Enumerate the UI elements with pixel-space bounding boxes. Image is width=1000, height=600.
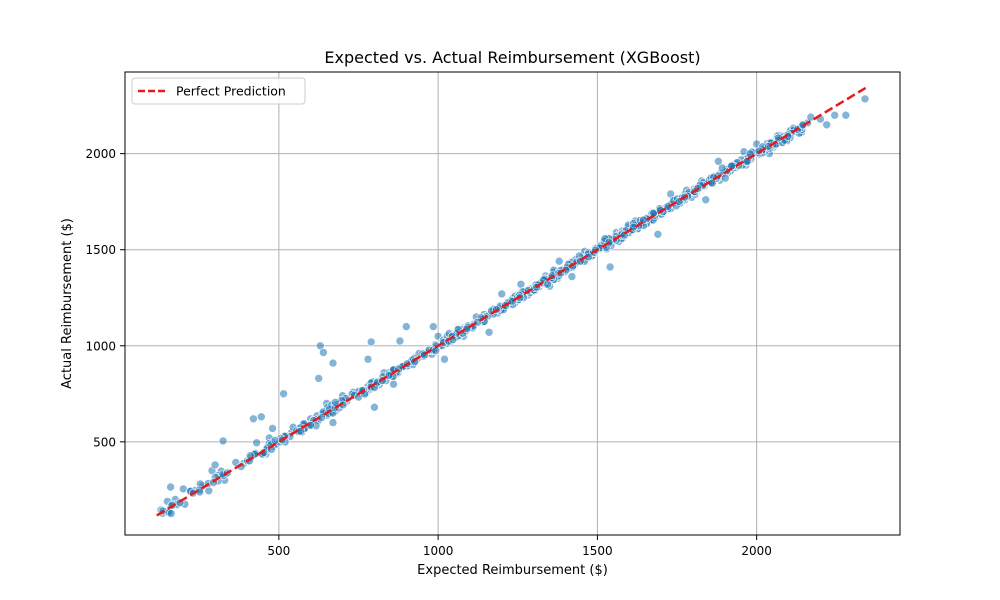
scatter-point [389, 379, 398, 389]
y-tick-label: 1500 [85, 243, 116, 257]
scatter-point [497, 289, 507, 299]
scatter-point [663, 202, 673, 211]
perfect-prediction-line [156, 86, 867, 517]
y-axis-label: Actual Reimbursement ($) [60, 218, 75, 389]
x-tick-label: 2000 [741, 544, 772, 558]
plot-frame [124, 71, 901, 536]
x-tick-label: 1500 [582, 544, 613, 558]
legend-label: Perfect Prediction [176, 84, 286, 99]
scatter-point [279, 389, 288, 399]
scatter-point [328, 358, 338, 368]
reference-line-layer [156, 86, 867, 517]
y-tick-label: 2000 [85, 147, 116, 161]
scatter-point [484, 327, 494, 337]
scatter-point [830, 110, 840, 120]
scatter-point [860, 94, 870, 104]
scatter-point [166, 482, 175, 492]
scatter-point [363, 354, 373, 364]
scatter-point [166, 509, 176, 518]
legend-box [131, 77, 306, 105]
scatter-point [605, 262, 615, 272]
scatter-point [554, 256, 564, 266]
scatter-point [717, 163, 727, 173]
scatter-point [806, 112, 816, 122]
scatter-point [370, 402, 379, 412]
scatter-point [328, 418, 338, 427]
scatter-point [249, 414, 258, 424]
y-tick-label: 500 [93, 435, 116, 449]
x-axis: 500 1000 1500 2000 [267, 535, 772, 558]
scatter-point [701, 195, 711, 205]
scatter-point [252, 438, 261, 448]
scatter-point [314, 374, 324, 383]
scatter-point [428, 322, 438, 331]
scatter-point [319, 348, 328, 357]
scatter-point [256, 412, 266, 422]
scatter-point [440, 354, 449, 364]
scatter-point [516, 279, 526, 289]
scatter-point [218, 436, 228, 446]
chart-title: Expected vs. Actual Reimbursement (XGBoo… [324, 48, 700, 67]
scatter-point [268, 424, 277, 433]
scatter-point [822, 120, 832, 130]
legend: Perfect Prediction [131, 77, 306, 105]
scatter-point [567, 272, 577, 281]
scatter-point [714, 157, 723, 166]
scatter-point [210, 460, 220, 470]
x-tick-label: 1000 [423, 544, 454, 558]
x-tick-label: 500 [267, 544, 290, 558]
scatter-point [653, 230, 663, 239]
x-axis-label: Expected Reimbursement ($) [417, 563, 608, 578]
scatter-point [401, 322, 411, 331]
y-tick-label: 1000 [85, 339, 116, 353]
scatter-point [204, 486, 214, 496]
y-axis: 500 1000 1500 2000 [85, 147, 125, 449]
scatter-point [395, 336, 405, 346]
scatter-point [720, 173, 730, 183]
scatter-point [330, 397, 340, 407]
scatter-point [841, 110, 851, 120]
scatter-point [366, 337, 376, 347]
